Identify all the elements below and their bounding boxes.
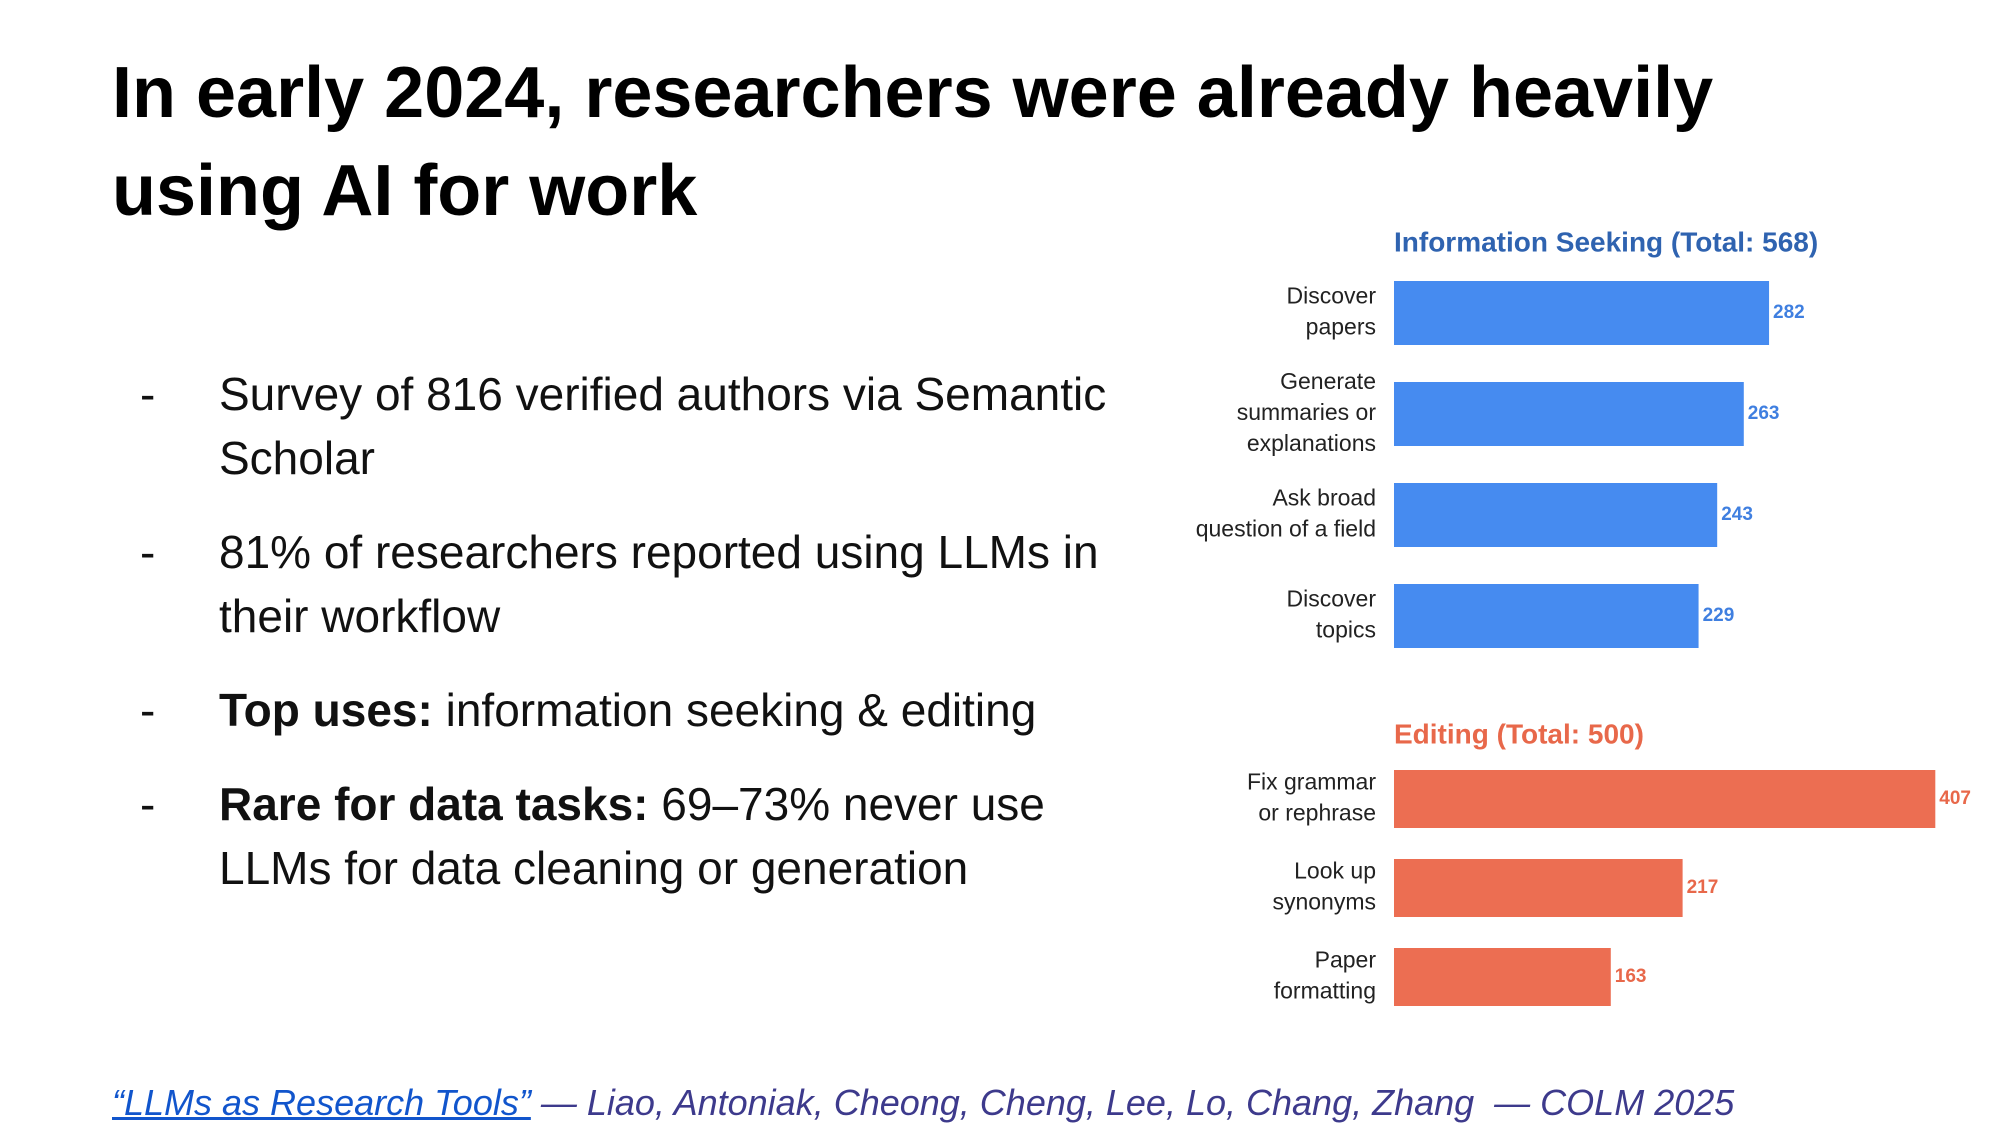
category-label: Discover [1287,586,1377,612]
bar [1394,948,1611,1006]
value-label: 163 [1615,966,1647,987]
bullet: Rare for data tasks: 69–73% never use LL… [140,772,1140,900]
bullet-bold: Top uses: [219,684,433,736]
category-label: Ask broad [1272,485,1376,511]
category-label: Discover [1287,283,1377,309]
bar [1394,483,1718,547]
category-label: Fix grammar [1247,769,1376,795]
category-label: or rephrase [1258,800,1376,826]
bullet: 81% of researchers reported using LLMs i… [140,520,1140,648]
chart-title: Editing (Total: 500) [1394,718,1644,749]
bullet-text: Survey of 816 verified authors via Seman… [219,368,1107,484]
bullet-text: 81% of researchers reported using LLMs i… [219,526,1099,642]
category-label: summaries or [1237,399,1377,425]
category-label: Look up [1294,858,1376,884]
value-label: 217 [1687,877,1719,898]
citation-text: — Liao, Antoniak, Cheong, Cheng, Lee, Lo… [540,1082,1735,1123]
value-label: 243 [1721,504,1753,525]
bar [1394,859,1683,917]
bar [1394,281,1770,345]
citation-link[interactable]: “LLMs as Research Tools” [112,1082,531,1123]
category-label: formatting [1274,978,1376,1004]
chart-title: Information Seeking (Total: 568) [1394,226,1818,257]
bullet-bold: Rare for data tasks: [219,778,649,830]
bullet-text: 69–73% never use LLMs for data cleaning … [219,778,1045,894]
category-label: question of a field [1196,516,1376,542]
citation: “LLMs as Research Tools” — Liao, Antonia… [112,1082,1734,1124]
bar [1394,382,1744,446]
bullet-list: Survey of 816 verified authors via Seman… [140,362,1140,930]
category-label: Generate [1280,368,1376,394]
slide-title: In early 2024, researchers were already … [112,53,1714,231]
category-label: synonyms [1272,889,1376,915]
bullet: Top uses: information seeking & editing [140,678,1140,742]
value-label: 407 [1939,788,1971,809]
bullet: Survey of 816 verified authors via Seman… [140,362,1140,490]
category-label: explanations [1247,430,1376,456]
category-label: papers [1306,314,1376,340]
value-label: 229 [1703,605,1735,626]
bar [1394,584,1699,648]
value-label: 263 [1748,403,1780,424]
category-label: Paper [1315,947,1377,973]
bullet-text: information seeking & editing [445,684,1037,736]
bar [1394,770,1936,828]
value-label: 282 [1773,302,1805,323]
category-label: topics [1316,617,1376,643]
